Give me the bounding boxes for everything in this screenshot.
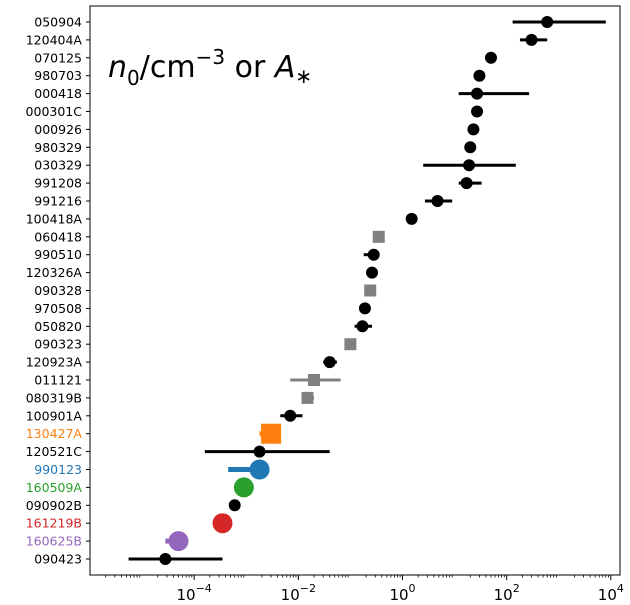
y-tick-label: 090902B	[26, 498, 82, 513]
x-tick-label: 10−2	[281, 582, 316, 604]
point-120521C	[253, 445, 266, 458]
point-000418	[471, 87, 484, 100]
point-090423	[159, 553, 172, 565]
y-tick-label: 000926	[34, 122, 82, 137]
point-011121	[308, 374, 321, 386]
point-120326A	[366, 266, 379, 279]
y-tick-label: 990123	[34, 462, 82, 477]
point-080319B	[301, 391, 314, 404]
y-axis: 050904 120404A 070125 980703 000418 000301C 00…	[26, 15, 90, 567]
y-tick-label: 160625B	[26, 534, 82, 549]
y-tick-label: 991208	[34, 176, 82, 191]
point-990123	[249, 459, 270, 480]
point-970508	[358, 302, 371, 315]
point-130427A	[261, 423, 282, 444]
point-991216	[431, 195, 444, 207]
x-tick-label: 10−4	[177, 582, 212, 604]
point-160509A	[233, 477, 254, 498]
y-tick-label: 980329	[34, 140, 82, 155]
x-axis: 10−4 10−2 100 102 104	[105, 575, 624, 604]
point-160625B	[168, 531, 189, 552]
y-tick-label: 120923A	[26, 355, 83, 370]
plot-annotation: n0/cm−3 or A∗	[108, 45, 312, 90]
y-tick-label: 970508	[34, 301, 82, 316]
point-090323	[344, 338, 357, 351]
y-tick-label: 050904	[34, 15, 82, 30]
y-tick-label: 090423	[34, 552, 82, 567]
y-tick-label: 980703	[34, 68, 82, 83]
point-050820	[356, 320, 369, 333]
y-tick-label: 090328	[34, 283, 82, 298]
point-161219B	[212, 513, 233, 534]
y-tick-label: 080319B	[26, 390, 82, 405]
y-tick-label: 030329	[34, 158, 82, 173]
x-tick-label: 102	[494, 582, 520, 604]
y-tick-label: 130427A	[26, 426, 83, 441]
y-tick-label: 120326A	[26, 265, 83, 280]
y-tick-label: 090323	[34, 337, 82, 352]
point-030329	[463, 159, 476, 172]
y-tick-label: 050820	[34, 319, 82, 334]
point-980329	[464, 141, 477, 154]
point-990510	[367, 248, 380, 261]
y-tick-label: 160509A	[26, 480, 83, 495]
point-000926	[467, 123, 480, 136]
point-100901A	[284, 409, 297, 422]
y-tick-label: 100901A	[26, 408, 83, 423]
x-tick-label: 100	[389, 582, 415, 604]
x-tick-label: 104	[598, 582, 624, 604]
point-100418A	[405, 212, 418, 225]
point-120923A	[323, 356, 336, 369]
y-tick-label: 161219B	[26, 516, 82, 531]
point-070125	[484, 51, 497, 64]
point-090902B	[228, 499, 241, 512]
point-120404A	[525, 33, 538, 46]
y-tick-label: 991216	[34, 194, 82, 209]
chart-marks	[128, 16, 606, 565]
y-tick-label: 100418A	[26, 211, 83, 226]
y-tick-label: 000301C	[26, 104, 83, 119]
y-tick-label: 990510	[34, 247, 82, 262]
point-050904	[541, 16, 554, 28]
y-tick-label: 060418	[34, 229, 82, 244]
y-tick-label: 070125	[34, 50, 82, 65]
y-tick-label: 120521C	[26, 444, 83, 459]
plot-frame	[89, 5, 621, 576]
y-tick-label: 000418	[34, 86, 82, 101]
point-980703	[473, 69, 486, 82]
y-tick-label: 120404A	[26, 32, 83, 47]
point-991208	[460, 177, 473, 190]
y-tick-label: 011121	[34, 373, 82, 388]
point-000301C	[471, 105, 484, 118]
point-090328	[364, 284, 377, 297]
point-060418	[372, 230, 385, 243]
